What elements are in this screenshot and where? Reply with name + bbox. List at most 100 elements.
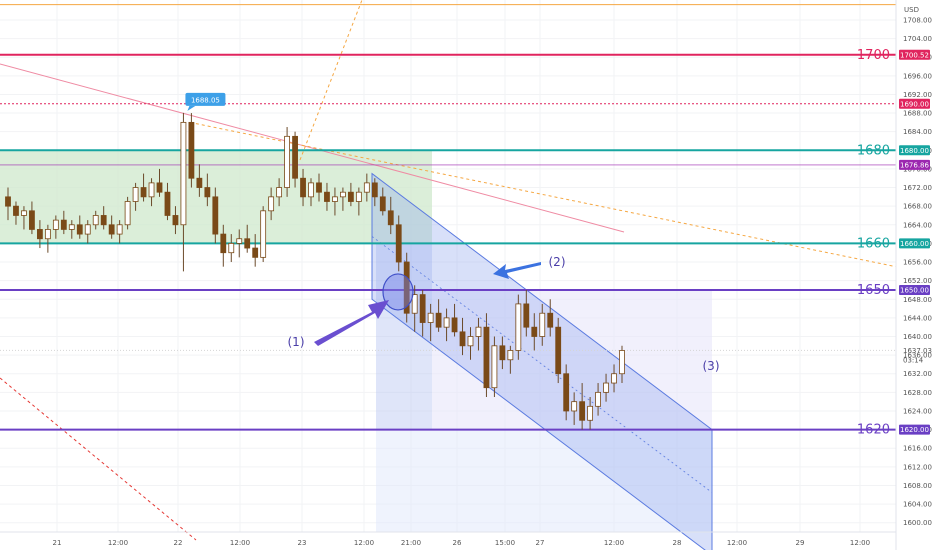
candle-body[interactable] [603,382,609,393]
candle-body[interactable] [379,196,386,212]
candle-body[interactable] [347,191,354,202]
candle-body[interactable] [132,187,139,202]
candle-body[interactable] [355,191,362,202]
candle-body[interactable] [571,401,578,412]
annotation-2: (2) [549,255,566,269]
candle-body[interactable] [228,242,235,254]
candle-body[interactable] [499,345,506,361]
candle-body[interactable] [236,238,243,244]
x-tick-label: 26 [453,539,462,547]
candle-body[interactable] [611,373,617,384]
candle-body[interactable] [140,187,147,198]
price-badge-label: 1650.00 [900,286,929,294]
x-tick-label: 28 [673,539,682,547]
breakout-circle [382,273,414,311]
candle-body[interactable] [451,317,458,333]
candle-body[interactable] [308,182,314,198]
candle-body[interactable] [387,210,394,226]
candle-body[interactable] [459,331,466,347]
y-tick-label: 1696.00 [903,72,932,80]
candle-body[interactable] [212,196,219,235]
candle-body[interactable] [619,350,625,375]
annotation-1: (1) [288,335,305,349]
candle-body[interactable] [100,215,107,226]
candle-body[interactable] [435,312,442,328]
candle-body[interactable] [180,121,187,226]
candle-body[interactable] [340,191,346,198]
candle-body[interactable] [244,238,251,249]
candle-body[interactable] [284,135,290,188]
candle-body[interactable] [68,224,75,230]
candle-body[interactable] [188,121,195,179]
price-badge [899,424,930,435]
candle-body[interactable] [21,210,27,216]
price-badge-label: 1700.52 [900,51,929,59]
candle-body[interactable] [156,182,163,193]
candle-body[interactable] [491,345,498,389]
candle-body[interactable] [300,177,306,198]
candle-body[interactable] [252,247,259,258]
candle-body[interactable] [52,219,59,230]
candle-body[interactable] [427,312,434,323]
currency-label: USD [904,6,919,14]
candle-body[interactable] [555,326,562,375]
candle-body[interactable] [172,215,179,226]
candle-body[interactable] [443,317,450,328]
candle-body[interactable] [204,187,211,198]
candle-body[interactable] [196,177,203,188]
candle-body[interactable] [60,219,67,230]
candle-body[interactable] [403,261,410,314]
candle-body[interactable] [5,196,11,207]
candle-body[interactable] [92,215,99,226]
candle-body[interactable] [419,294,426,323]
candle-body[interactable] [371,182,378,198]
candle-body[interactable] [13,205,19,216]
candle-body[interactable] [395,224,402,263]
candle-body[interactable] [292,135,298,179]
candle-body[interactable] [523,303,530,328]
x-tick-label: 22 [174,539,183,547]
y-tick-label: 1668.00 [903,203,932,211]
peak-badge [185,92,226,106]
candle-body[interactable] [507,350,514,361]
candle-body[interactable] [76,224,83,235]
candle-body[interactable] [363,182,370,193]
candle-body[interactable] [124,201,131,226]
candle-body[interactable] [515,303,522,351]
candle-body[interactable] [563,373,570,412]
candle-body[interactable] [475,326,482,337]
channel-midline [371,236,713,493]
candle-body[interactable] [316,182,322,193]
candle-body[interactable] [164,191,171,216]
candle-body[interactable] [467,336,474,347]
candle-body[interactable] [483,326,490,389]
candle-body[interactable] [148,182,155,198]
candle-body[interactable] [332,196,338,202]
candle-body[interactable] [260,210,267,258]
peak-label: 1688.05 [191,96,220,104]
candle-body[interactable] [44,229,51,240]
price-badge-label: 1676.86 [900,161,929,169]
x-tick-label: 27 [536,539,545,547]
candle-body[interactable] [116,224,123,235]
candle-body[interactable] [29,210,35,230]
candle-body[interactable] [268,196,275,212]
y-tick-label: 1692.00 [903,91,932,99]
candle-body[interactable] [579,401,586,421]
candle-body[interactable] [108,224,115,235]
candle-body[interactable] [276,187,283,198]
trend-line-descending [0,63,625,233]
candle-body[interactable] [587,405,594,421]
candle-body[interactable] [531,326,538,337]
candle-body[interactable] [36,229,43,240]
candle-body[interactable] [547,312,554,328]
candle-body[interactable] [220,233,227,254]
candle-body[interactable] [539,312,546,337]
candle-body[interactable] [411,294,418,314]
level-label-1680: 1680 [857,143,890,158]
candle-body[interactable] [595,391,601,407]
candle-body[interactable] [324,191,330,202]
candle-body[interactable] [84,224,91,235]
